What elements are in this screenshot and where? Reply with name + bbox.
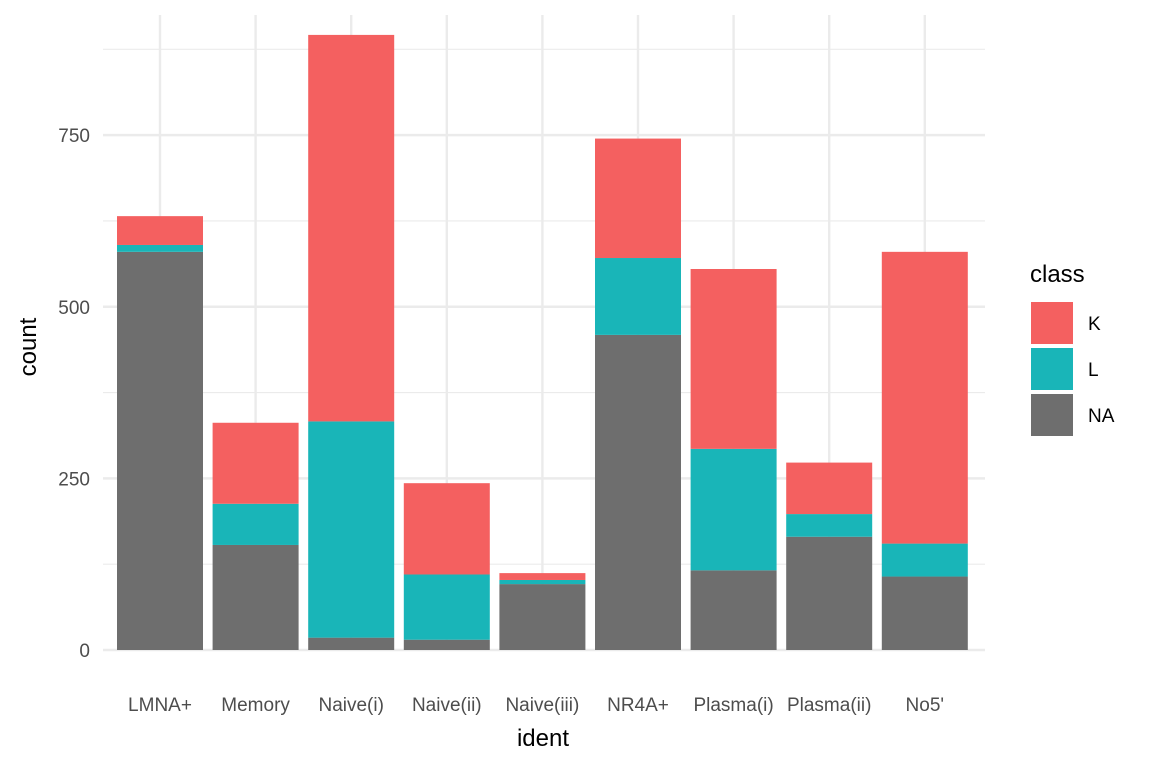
bar-Naive(iii)-L (499, 579, 586, 585)
x-axis-title: ident (517, 725, 569, 752)
x-tick-labels: LMNA+ Memory Naive(i) Naive(ii) Naive(iii) NR… (128, 695, 944, 716)
bar-Naive(i)-L (308, 421, 395, 638)
y-tick-label: 500 (58, 298, 90, 319)
legend-key-NA (1031, 394, 1073, 436)
x-tick-label: Plasma(ii) (787, 695, 871, 716)
bar-LMNA+-L (117, 244, 203, 252)
bar-Plasma(ii)-K (786, 462, 873, 515)
bar-Naive(iii)-NA (499, 584, 586, 650)
legend-label: L (1088, 360, 1099, 381)
bar-Memory-L (212, 503, 299, 545)
bar-Naive(ii)-NA (403, 639, 490, 650)
bar-NR4A+-K (595, 138, 681, 259)
bar-Naive(i)-K (308, 34, 395, 422)
y-tick-label: 0 (79, 641, 90, 662)
bar-No5'-NA (881, 576, 968, 650)
bar-NR4A+-L (595, 258, 681, 335)
bar-Naive(i)-NA (308, 637, 395, 650)
legend-label: K (1088, 314, 1101, 335)
bar-Naive(iii)-K (499, 573, 586, 580)
y-tick-label: 250 (58, 469, 90, 490)
x-tick-label: NR4A+ (607, 695, 669, 716)
bar-Plasma(ii)-NA (786, 536, 873, 650)
legend: class K L NA (1030, 261, 1115, 436)
legend-label: NA (1088, 406, 1115, 427)
legend-key-L (1031, 348, 1073, 390)
x-tick-label: Naive(ii) (412, 695, 482, 716)
bar-Plasma(i)-K (690, 269, 777, 449)
bar-NR4A+-NA (595, 334, 681, 650)
bar-Plasma(i)-NA (690, 570, 777, 650)
bar-LMNA+-K (117, 216, 203, 245)
bar-Memory-NA (212, 544, 299, 650)
y-axis-title: count (15, 317, 42, 376)
legend-key-K (1031, 302, 1073, 344)
bar-LMNA+-NA (117, 251, 203, 651)
x-tick-label: LMNA+ (128, 695, 192, 716)
legend-title: class (1030, 261, 1085, 288)
bar-Naive(ii)-L (403, 574, 490, 640)
bar-Plasma(i)-L (690, 448, 777, 571)
bars (117, 34, 968, 651)
x-tick-label: No5' (906, 695, 944, 716)
x-tick-label: Memory (221, 695, 290, 716)
bar-Plasma(ii)-L (786, 514, 873, 537)
x-tick-label: Naive(i) (318, 695, 383, 716)
bar-Naive(ii)-K (403, 483, 490, 575)
bar-Memory-K (212, 422, 299, 504)
y-tick-label: 750 (58, 126, 90, 147)
y-tick-labels: 0 250 500 750 (58, 126, 90, 662)
bar-No5'-L (881, 543, 968, 577)
bar-No5'-K (881, 251, 968, 544)
x-tick-label: Plasma(i) (693, 695, 773, 716)
x-tick-label: Naive(iii) (505, 695, 579, 716)
